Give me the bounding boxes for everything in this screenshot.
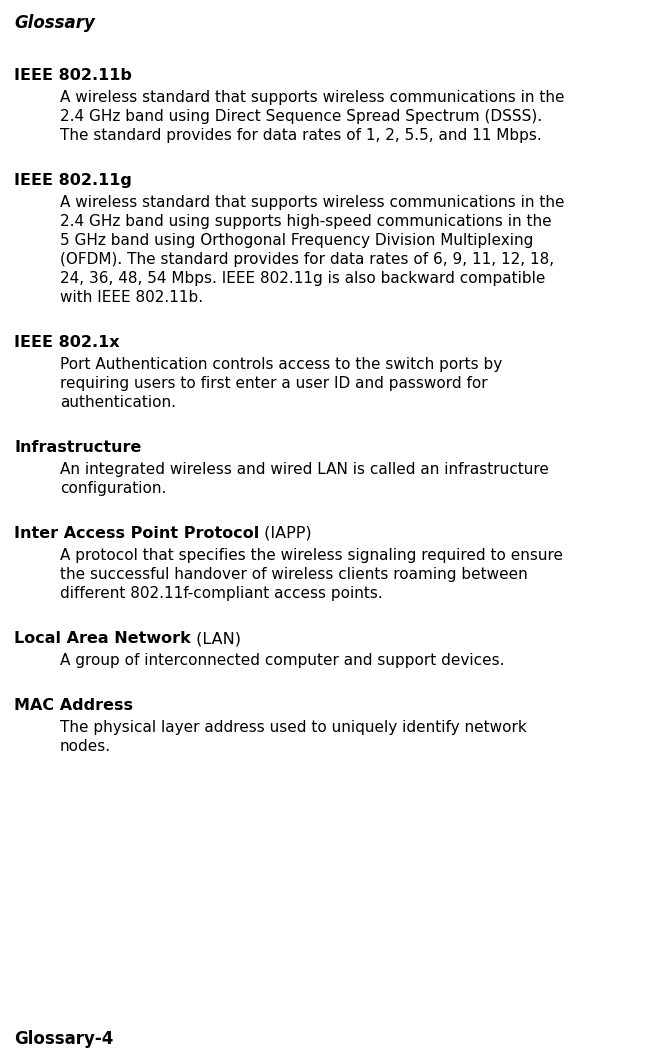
Text: (OFDM). The standard provides for data rates of 6, 9, 11, 12, 18,: (OFDM). The standard provides for data r…	[60, 252, 554, 267]
Text: (IAPP): (IAPP)	[259, 526, 312, 541]
Text: Infrastructure: Infrastructure	[14, 440, 141, 455]
Text: The physical layer address used to uniquely identify network: The physical layer address used to uniqu…	[60, 720, 527, 735]
Text: 2.4 GHz band using Direct Sequence Spread Spectrum (DSSS).: 2.4 GHz band using Direct Sequence Sprea…	[60, 109, 542, 124]
Text: authentication.: authentication.	[60, 395, 176, 410]
Text: IEEE 802.11g: IEEE 802.11g	[14, 173, 132, 188]
Text: with IEEE 802.11b.: with IEEE 802.11b.	[60, 290, 203, 305]
Text: (LAN): (LAN)	[191, 631, 241, 646]
Text: configuration.: configuration.	[60, 480, 166, 496]
Text: different 802.11f-compliant access points.: different 802.11f-compliant access point…	[60, 586, 383, 601]
Text: A protocol that specifies the wireless signaling required to ensure: A protocol that specifies the wireless s…	[60, 548, 563, 563]
Text: Port Authentication controls access to the switch ports by: Port Authentication controls access to t…	[60, 357, 502, 372]
Text: IEEE 802.1x: IEEE 802.1x	[14, 335, 119, 350]
Text: Glossary: Glossary	[14, 14, 95, 32]
Text: nodes.: nodes.	[60, 739, 111, 754]
Text: Inter Access Point Protocol: Inter Access Point Protocol	[14, 526, 259, 541]
Text: IEEE 802.11b: IEEE 802.11b	[14, 68, 132, 83]
Text: A wireless standard that supports wireless communications in the: A wireless standard that supports wirele…	[60, 90, 565, 105]
Text: A wireless standard that supports wireless communications in the: A wireless standard that supports wirele…	[60, 195, 565, 210]
Text: 5 GHz band using Orthogonal Frequency Division Multiplexing: 5 GHz band using Orthogonal Frequency Di…	[60, 233, 533, 248]
Text: 2.4 GHz band using supports high-speed communications in the: 2.4 GHz band using supports high-speed c…	[60, 214, 552, 229]
Text: The standard provides for data rates of 1, 2, 5.5, and 11 Mbps.: The standard provides for data rates of …	[60, 128, 542, 143]
Text: requiring users to first enter a user ID and password for: requiring users to first enter a user ID…	[60, 376, 487, 391]
Text: Local Area Network: Local Area Network	[14, 631, 191, 646]
Text: A group of interconnected computer and support devices.: A group of interconnected computer and s…	[60, 653, 504, 668]
Text: 24, 36, 48, 54 Mbps. IEEE 802.11g is also backward compatible: 24, 36, 48, 54 Mbps. IEEE 802.11g is als…	[60, 271, 545, 286]
Text: the successful handover of wireless clients roaming between: the successful handover of wireless clie…	[60, 567, 528, 582]
Text: MAC Address: MAC Address	[14, 698, 133, 713]
Text: Glossary-4: Glossary-4	[14, 1030, 114, 1048]
Text: An integrated wireless and wired LAN is called an infrastructure: An integrated wireless and wired LAN is …	[60, 463, 549, 477]
